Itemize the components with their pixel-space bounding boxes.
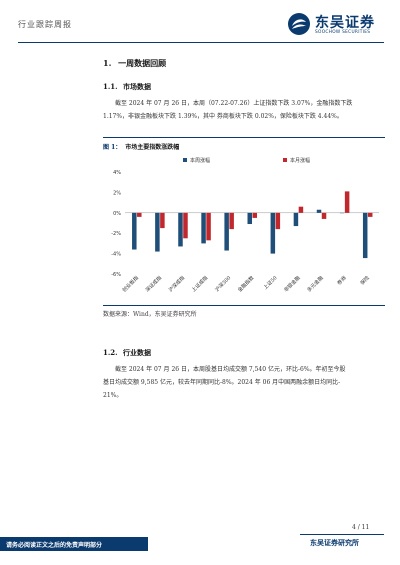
paragraph-line: 截至 2024 年 07 月 26 日，本周股基日均成交额 7,540 亿元，环… — [115, 366, 346, 373]
x-tick-label: 上证50 — [262, 274, 279, 291]
figure-source: 数据来源：Wind，东吴证券研究所 — [103, 311, 197, 318]
x-tick-label: 多元金融 — [306, 274, 325, 293]
bar — [298, 206, 304, 213]
figure-caption: 市场主要指数涨跌幅 — [125, 144, 180, 151]
legend-swatch — [283, 158, 287, 162]
legend-label: 本周涨幅 — [190, 157, 210, 164]
bar — [155, 212, 160, 252]
disclaimer-text: 请务必阅读正文之后的免责声明部分 — [6, 542, 103, 549]
figure-frame: 图 1： 市场主要指数涨跌幅 — [103, 137, 385, 305]
section-1-2-paragraph: 截至 2024 年 07 月 26 日，本周股基日均成交额 7,540 亿元，环… — [103, 363, 383, 402]
page-number: 4 / 11 — [352, 524, 370, 531]
bar — [160, 212, 165, 229]
section-1-1-heading: 1.1. 市场数据 — [103, 82, 151, 92]
legend-label: 本月涨幅 — [290, 157, 310, 164]
figure-label: 图 1： — [103, 144, 122, 151]
section-1-1-paragraph: 截至 2024 年 07 月 26 日，本周（07.22-07.26）上证指数下… — [103, 97, 383, 123]
paragraph-line: 基日均成交额 9,585 亿元，较去年同期同比-8%。2024 年 06 月中国… — [103, 379, 341, 386]
y-tick-label: -2% — [111, 231, 121, 237]
section-1-heading: 1. 一周数据回顾 — [103, 58, 166, 69]
company-logo: 东吴证券 SOOCHOW SECURITIES — [287, 12, 387, 38]
x-tick-label: 上证成指 — [190, 274, 209, 293]
x-tick-label: 保险 — [359, 274, 371, 286]
y-tick-label: 4% — [113, 170, 121, 176]
bar — [201, 212, 206, 244]
bar — [206, 212, 211, 241]
legend-swatch — [183, 158, 187, 162]
doc-type-label: 行业跟踪周报 — [18, 20, 72, 29]
x-tick-label: 金融指数 — [236, 274, 255, 293]
bar — [137, 212, 142, 217]
bar — [252, 212, 257, 218]
section-1-2-title: 行业数据 — [123, 348, 151, 357]
x-tick-label: 沪深成指 — [167, 274, 186, 293]
footer-divider — [300, 534, 384, 535]
section-1-2-heading: 1.2. 行业数据 — [103, 348, 151, 358]
paragraph-line: 截至 2024 年 07 月 26 日，本周（07.22-07.26）上证指数下… — [115, 100, 353, 107]
logo-text-cn: 东吴证券 — [315, 15, 375, 31]
figure-bottom-rule — [103, 305, 385, 306]
paragraph-line: 1.17%，非银金融板块下跌 1.39%，其中 券商板块下跌 0.02%，保险板… — [103, 113, 343, 120]
bar — [229, 212, 234, 230]
y-tick-label: -6% — [111, 272, 121, 278]
bar — [293, 212, 299, 227]
bar — [316, 209, 322, 213]
x-tick-label: 券商 — [336, 274, 348, 286]
section-1-1-number: 1.1. — [103, 82, 118, 91]
bar — [183, 212, 188, 239]
x-tick-label: 深证成指 — [144, 274, 163, 293]
logo-mark-icon — [288, 13, 310, 35]
bar — [224, 212, 229, 251]
bar — [344, 191, 350, 213]
bar — [270, 212, 276, 254]
x-tick-label: 非银金融 — [282, 274, 301, 293]
section-1-title: 一周数据回顾 — [118, 58, 167, 68]
section-1-1-title: 市场数据 — [123, 82, 151, 91]
disclaimer-banner — [0, 537, 148, 551]
logo-text-en: SOOCHOW SECURITIES — [315, 30, 371, 35]
bar — [362, 212, 368, 259]
figure-title: 图 1： 市场主要指数涨跌幅 — [103, 142, 179, 151]
bar — [178, 212, 183, 247]
bar — [367, 212, 373, 217]
y-tick-label: 2% — [113, 190, 121, 196]
section-1-number: 1. — [103, 58, 112, 68]
bar — [247, 212, 252, 225]
y-tick-label: 0% — [113, 211, 121, 217]
paragraph-line: 21%。 — [103, 392, 123, 399]
bar — [321, 212, 327, 219]
index-change-bar-chart: 本周涨幅 本月涨幅 4% 2% 0% -2% -4% -6%创业板指 深证成指 沪深成指 上证成指沪… — [111, 157, 379, 294]
bar — [275, 212, 281, 230]
x-tick-label: 创业板指 — [121, 274, 140, 293]
bar — [132, 212, 137, 250]
header-divider — [18, 42, 384, 43]
y-tick-label: -4% — [111, 252, 121, 258]
footer-org-name: 东吴证券研究所 — [310, 538, 359, 547]
x-tick-label: 沪深300 — [214, 274, 233, 293]
section-1-2-number: 1.2. — [103, 348, 118, 357]
